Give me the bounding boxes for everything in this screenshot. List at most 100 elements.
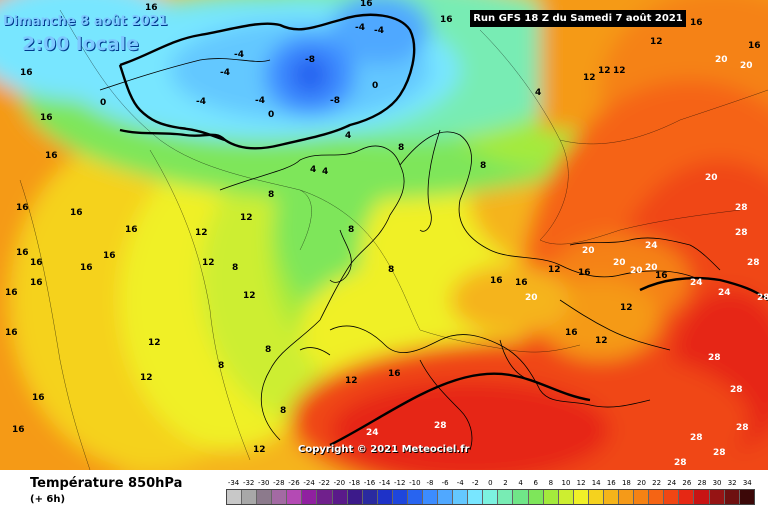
isotherm-label: -4 xyxy=(196,97,206,107)
temperature-map: 1616161616161616161616161616161212121212… xyxy=(0,0,768,470)
legend-tick: 14 xyxy=(591,479,601,487)
legend-swatch xyxy=(724,490,740,504)
legend-swatch xyxy=(453,490,469,504)
isotherm-label: 12 xyxy=(595,336,608,346)
isotherm-label: 12 xyxy=(583,73,596,83)
legend-swatch xyxy=(317,490,333,504)
isotherm-label: 20 xyxy=(715,55,728,65)
legend-tick: 30 xyxy=(712,479,722,487)
legend-tick: 8 xyxy=(548,479,554,487)
isotherm-label: 20 xyxy=(582,246,595,256)
legend-tick: -16 xyxy=(363,479,376,487)
legend-swatch xyxy=(257,490,273,504)
isotherm-label: 16 xyxy=(565,328,578,338)
isotherm-label: 16 xyxy=(145,3,158,13)
isotherm-label: 4 xyxy=(310,165,316,175)
isotherm-label: -4 xyxy=(355,23,365,33)
isotherm-label: 28 xyxy=(736,423,749,433)
legend-swatch xyxy=(649,490,665,504)
isotherm-label: -4 xyxy=(374,26,384,36)
legend-tick: -12 xyxy=(394,479,406,487)
legend-swatch xyxy=(679,490,695,504)
isotherm-label: -4 xyxy=(220,68,230,78)
isotherm-label: 28 xyxy=(674,458,687,468)
legend-tick: 32 xyxy=(727,479,737,487)
isotherm-label: 16 xyxy=(655,271,668,281)
isotherm-label: 24 xyxy=(366,428,379,438)
temperature-field xyxy=(0,0,768,470)
isotherm-label: 28 xyxy=(757,293,768,303)
color-scale xyxy=(226,489,755,505)
isotherm-label: 8 xyxy=(232,263,238,273)
legend-tick: 18 xyxy=(621,479,631,487)
legend-tick: 20 xyxy=(637,479,646,487)
legend-swatch xyxy=(558,490,574,504)
model-run-banner: Run GFS 18 Z du Samedi 7 août 2021 xyxy=(470,10,686,27)
legend-tick: -20 xyxy=(333,479,346,487)
legend-tick: -30 xyxy=(258,479,270,487)
legend-swatch xyxy=(468,490,484,504)
legend-tick: -4 xyxy=(456,479,464,487)
isotherm-label: 16 xyxy=(70,208,83,218)
legend-tick: -24 xyxy=(303,479,315,487)
isotherm-label: 28 xyxy=(713,448,726,458)
isotherm-label: 16 xyxy=(16,203,29,213)
isotherm-label: 20 xyxy=(630,266,643,276)
legend-swatch xyxy=(242,490,258,504)
legend-tick: -32 xyxy=(242,479,255,487)
isotherm-label: 16 xyxy=(32,393,45,403)
legend-tick: 4 xyxy=(518,479,523,487)
isotherm-label: 28 xyxy=(730,385,743,395)
isotherm-label: 8 xyxy=(348,225,354,235)
legend-swatch xyxy=(347,490,363,504)
isotherm-label: 28 xyxy=(735,228,748,238)
legend-swatch xyxy=(739,490,754,504)
legend-swatch xyxy=(332,490,348,504)
isotherm-label: 16 xyxy=(20,68,33,78)
isotherm-label: 16 xyxy=(360,0,373,9)
legend-tick: -28 xyxy=(273,479,285,487)
isotherm-label: 12 xyxy=(598,66,611,76)
isotherm-label: 24 xyxy=(645,241,658,251)
isotherm-label: 12 xyxy=(548,265,561,275)
isotherm-label: 16 xyxy=(12,425,25,435)
legend-tick: -2 xyxy=(471,479,479,487)
isotherm-label: 4 xyxy=(535,88,541,98)
isotherm-label: 20 xyxy=(613,258,626,268)
isotherm-label: 12 xyxy=(620,303,633,313)
isotherm-label: 12 xyxy=(345,376,358,386)
isotherm-label: 8 xyxy=(265,345,271,355)
isotherm-label: 24 xyxy=(718,288,731,298)
isotherm-value-labels: 1616161616161616161616161616161212121212… xyxy=(5,0,768,468)
parameter-title: Température 850hPa xyxy=(30,476,183,491)
isotherm-label: 12 xyxy=(202,258,215,268)
legend-tick: -14 xyxy=(378,479,391,487)
isotherm-label: 28 xyxy=(690,433,703,443)
legend-tick: -22 xyxy=(318,479,330,487)
legend-swatch xyxy=(588,490,604,504)
isotherm-label: 20 xyxy=(645,263,658,273)
legend-tick: 28 xyxy=(697,479,707,487)
isotherm-label: 4 xyxy=(322,167,328,177)
legend-swatch xyxy=(543,490,559,504)
isotherm-label: 0 xyxy=(100,98,106,108)
isotherm-label: 20 xyxy=(740,61,753,71)
legend-tick: 26 xyxy=(682,479,692,487)
legend-tick: 12 xyxy=(576,479,586,487)
isotherm-label: 12 xyxy=(650,37,663,47)
forecast-step: (+ 6h) xyxy=(30,494,66,505)
legend-swatch xyxy=(423,490,439,504)
legend-swatch xyxy=(498,490,514,504)
isotherm-label: 16 xyxy=(40,113,53,123)
isotherm-label: 16 xyxy=(440,15,453,25)
isotherm-label: 20 xyxy=(525,293,538,303)
legend-tick: 24 xyxy=(667,479,677,487)
isotherm-label: 16 xyxy=(578,268,591,278)
legend-swatch xyxy=(392,490,408,504)
legend-swatch xyxy=(664,490,680,504)
legend-swatch xyxy=(407,490,424,504)
zero-isotherm xyxy=(118,13,768,447)
legend-swatch xyxy=(513,490,529,504)
legend-swatch xyxy=(377,490,393,504)
isotherm-label: 8 xyxy=(280,406,286,416)
